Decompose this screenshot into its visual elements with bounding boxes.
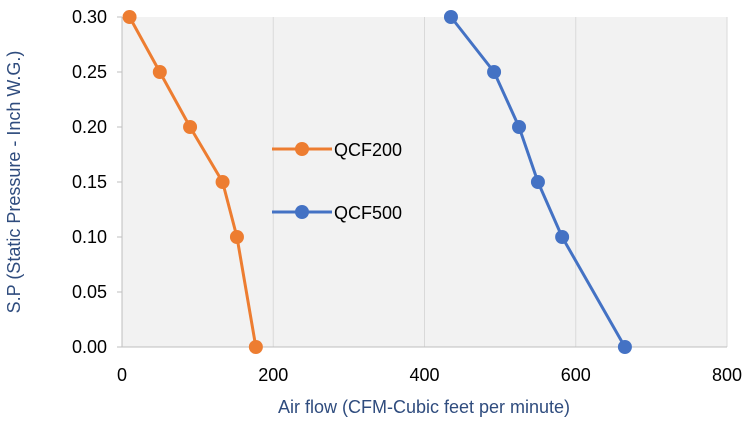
legend-label-QCF200: QCF200 [334, 140, 402, 160]
data-point-QCF200 [248, 340, 263, 354]
y-tick-label: 0.25 [72, 62, 107, 82]
x-tick-label: 400 [409, 365, 439, 385]
data-point-QCF500 [512, 120, 527, 134]
x-tick-label: 800 [712, 365, 742, 385]
series-line-QCF500 [449, 15, 627, 349]
data-point-QCF200 [122, 10, 137, 24]
y-tick-label: 0.10 [72, 227, 107, 247]
data-point-QCF200 [183, 120, 198, 134]
data-point-QCF200 [215, 175, 230, 189]
tick-labels: 0.00 0.05 0.10 0.15 0.20 0.25 0.30 0 200 400 600 80… [72, 7, 742, 385]
data-point-QCF500 [487, 65, 502, 79]
data-point-QCF500 [530, 175, 545, 189]
y-axis-title: S.P (Static Pressure - Inch W.G.) [4, 51, 24, 314]
x-tick-label: 0 [117, 365, 127, 385]
x-axis-title: Air flow (CFM-Cubic feet per minute) [278, 397, 570, 417]
y-tick-label: 0.15 [72, 172, 107, 192]
data-point-QCF200 [152, 65, 167, 79]
data-point-QCF500 [555, 230, 570, 244]
data-point-QCF500 [443, 10, 458, 24]
y-tick-label: 0.05 [72, 282, 107, 302]
data-point-QCF200 [229, 230, 244, 244]
y-tick-label: 0.30 [72, 7, 107, 27]
legend-marker-QCF200 [295, 142, 309, 156]
data-point-QCF500 [617, 340, 632, 354]
y-tick-label: 0.00 [72, 337, 107, 357]
legend-marker-QCF500 [295, 205, 309, 219]
data-series [122, 10, 632, 354]
series-line-QCF200 [128, 15, 258, 349]
legend: QCF200 QCF500 [272, 140, 402, 223]
grid-lines [272, 17, 728, 347]
x-tick-label: 200 [258, 365, 288, 385]
x-tick-label: 600 [561, 365, 591, 385]
legend-label-QCF500: QCF500 [334, 203, 402, 223]
y-tick-label: 0.20 [72, 117, 107, 137]
